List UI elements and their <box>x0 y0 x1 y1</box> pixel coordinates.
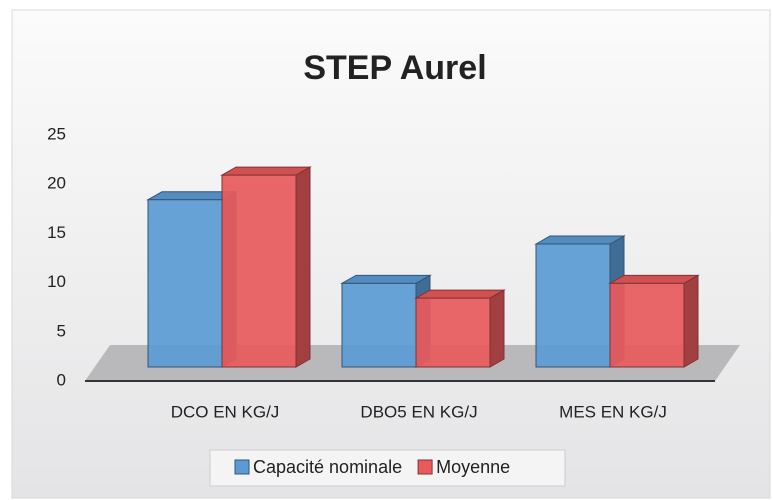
bar-side <box>683 274 699 368</box>
bar-top <box>220 166 312 176</box>
y-tick-label: 15 <box>47 223 66 242</box>
y-tick-label: 5 <box>57 321 66 340</box>
bar <box>147 199 223 368</box>
y-tick-label: 20 <box>47 174 66 193</box>
bar-side <box>489 289 505 368</box>
bar <box>221 174 297 368</box>
bar <box>609 282 685 368</box>
x-tick-label: DBO5 EN KG/J <box>360 402 477 421</box>
bar <box>341 282 417 368</box>
bar-top <box>414 289 506 299</box>
legend-swatch <box>234 459 250 475</box>
legend-label: Capacité nominale <box>253 457 402 477</box>
legend-label: Moyenne <box>436 457 510 477</box>
bar-top <box>534 235 626 245</box>
bar-top <box>608 274 700 284</box>
chart-title: STEP Aurel <box>303 49 486 87</box>
y-tick-label: 25 <box>47 124 66 143</box>
x-tick-label: MES EN KG/J <box>559 402 667 421</box>
bar <box>415 297 491 368</box>
y-tick-label: 10 <box>47 272 66 291</box>
legend <box>209 449 566 487</box>
x-tick-label: DCO EN KG/J <box>171 402 280 421</box>
y-tick-label: 0 <box>57 370 66 389</box>
legend-swatch <box>417 459 433 475</box>
bar <box>535 243 611 368</box>
bar-top <box>340 274 432 284</box>
bar-side <box>295 166 311 368</box>
chart-area <box>11 9 771 499</box>
